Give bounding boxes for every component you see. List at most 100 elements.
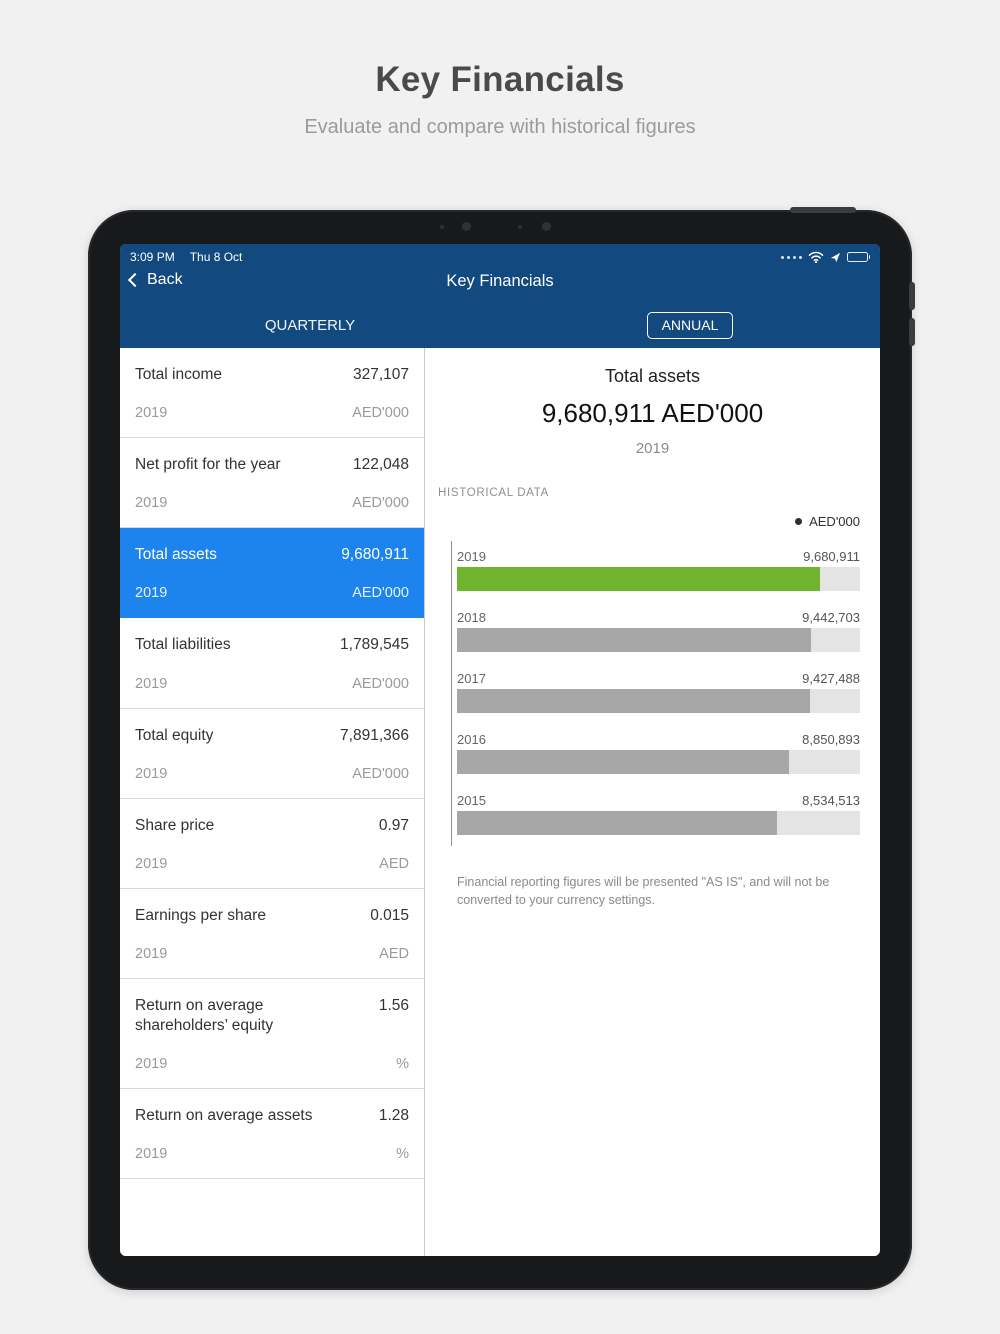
detail-year: 2019	[635, 440, 670, 457]
legend-dot-icon	[795, 518, 803, 525]
volume-down-button	[909, 318, 915, 346]
bar-track	[457, 811, 860, 835]
bar-track	[457, 750, 860, 774]
metric-year: 2019	[135, 1056, 168, 1073]
metric-unit: AED'000	[352, 585, 409, 602]
app-screen: 3:09 PM Thu 8 Oct	[120, 244, 880, 1256]
metric-value: 327,107	[352, 366, 409, 383]
page-subtitle: Evaluate and compare with historical fig…	[304, 116, 696, 138]
metric-row-total-assets[interactable]: Total assets 9,680,911 2019 AED'000	[120, 528, 424, 619]
camera-icon-2	[542, 222, 551, 231]
chart-row: 2019 9,680,911	[452, 541, 860, 602]
metric-value: 1,789,545	[340, 636, 409, 654]
period-tabs: QUARTERLY ANNUAL	[120, 303, 880, 348]
status-bar: 3:09 PM Thu 8 Oct	[120, 244, 880, 265]
metric-row-total-liabilities[interactable]: Total liabilities 1,789,545 2019 AED'000	[120, 618, 424, 709]
metric-unit: AED'000	[352, 405, 409, 422]
app-header: 3:09 PM Thu 8 Oct	[120, 244, 880, 348]
metric-year: 2019	[135, 405, 168, 422]
chart-value-label: 9,680,911	[803, 549, 860, 564]
location-arrow-icon	[830, 252, 840, 262]
metric-row-share-price[interactable]: Share price 0.97 2019 AED	[120, 798, 424, 889]
tab-quarterly[interactable]: QUARTERLY	[264, 317, 356, 334]
navigation-bar: Back Key Financials	[120, 265, 880, 303]
camera-dot-icon	[440, 225, 444, 229]
chart-value-label: 8,534,513	[802, 793, 860, 808]
metric-list: Total income 327,107 2019 AED'000 Net pr…	[120, 348, 425, 1256]
sensor-dot-icon	[518, 225, 522, 229]
metric-value: 122,048	[352, 456, 409, 474]
bar-track	[457, 567, 860, 591]
detail-title: Total assets	[604, 366, 701, 386]
metric-name: Return on average assets	[135, 1107, 313, 1125]
chart-row: 2018 9,442,703	[452, 602, 860, 663]
bar-2017	[457, 689, 811, 713]
chart-value-label: 9,442,703	[802, 610, 860, 625]
metric-unit: AED	[379, 945, 409, 962]
camera-icon	[462, 222, 471, 231]
metric-name: Return on average shareholders’ equity	[135, 996, 274, 1035]
metric-name: Total assets	[135, 546, 217, 564]
metric-value: 1.28	[378, 1107, 409, 1125]
detail-panel: Total assets 9,680,911 AED'000 2019 HIST…	[425, 348, 880, 1256]
chart-year-label: 2015	[457, 793, 486, 808]
chart-year-label: 2017	[457, 671, 486, 686]
historical-bar-chart: 2019 9,680,911 2018 9,442,703	[451, 541, 860, 846]
metric-name: Total liabilities	[135, 636, 231, 654]
metric-row-earnings-per-share[interactable]: Earnings per share 0.015 2019 AED	[120, 888, 424, 979]
hero-section: Key Financials Evaluate and compare with…	[0, 0, 1000, 139]
chart-row: 2017 9,427,488	[452, 663, 860, 724]
status-time: 3:09 PM	[130, 250, 175, 264]
detail-big-value: 9,680,911 AED'000	[541, 398, 764, 428]
chart-row: 2016 8,850,893	[452, 724, 860, 785]
metric-row-total-equity[interactable]: Total equity 7,891,366 2019 AED'000	[120, 708, 424, 799]
metric-name: Share price	[135, 816, 215, 834]
nav-title: Key Financials	[446, 272, 554, 290]
back-button[interactable]: Back	[127, 271, 183, 289]
metric-unit: AED'000	[352, 495, 409, 512]
metric-name: Total equity	[135, 726, 214, 744]
currency-footnote: Financial reporting figures will be pres…	[457, 875, 830, 907]
metric-value: 7,891,366	[340, 726, 409, 744]
tab-annual[interactable]: ANNUAL	[646, 312, 734, 339]
metric-value: 9,680,911	[341, 546, 409, 564]
cellular-signal-icon	[780, 255, 802, 259]
metric-row-return-on-assets[interactable]: Return on average assets 1.28 2019 %	[120, 1089, 424, 1180]
metric-row-total-income[interactable]: Total income 327,107 2019 AED'000	[120, 348, 424, 439]
metric-year: 2019	[135, 585, 168, 602]
bar-2019	[457, 567, 820, 591]
metric-value: 1.56	[378, 996, 409, 1014]
metric-value: 0.97	[378, 816, 409, 834]
power-button	[790, 207, 856, 213]
metric-value: 0.015	[370, 906, 409, 924]
metric-year: 2019	[135, 675, 168, 692]
status-date: Thu 8 Oct	[189, 250, 243, 264]
battery-icon	[846, 252, 870, 262]
legend-label: AED'000	[809, 514, 860, 529]
wifi-icon	[808, 251, 823, 263]
metric-unit: AED'000	[352, 765, 409, 782]
chart-row: 2015 8,534,513	[452, 785, 860, 846]
metric-year: 2019	[135, 945, 168, 962]
metric-name: Earnings per share	[135, 906, 266, 924]
metric-name: Net profit for the year	[135, 456, 281, 474]
status-icons	[780, 251, 870, 263]
ipad-frame: 3:09 PM Thu 8 Oct	[88, 207, 915, 1290]
status-time-date: 3:09 PM Thu 8 Oct	[130, 250, 251, 264]
metric-row-net-profit[interactable]: Net profit for the year 122,048 2019 AED…	[120, 438, 424, 529]
chart-year-label: 2018	[457, 610, 486, 625]
chart-year-label: 2016	[457, 732, 486, 747]
metric-year: 2019	[135, 765, 168, 782]
metric-year: 2019	[135, 495, 168, 512]
bar-track	[457, 628, 860, 652]
metric-row-return-on-equity[interactable]: Return on average shareholders’ equity 1…	[120, 978, 424, 1090]
metric-unit: %	[396, 1146, 409, 1163]
metric-year: 2019	[135, 855, 168, 872]
metric-year: 2019	[135, 1146, 168, 1163]
chart-value-label: 8,850,893	[802, 732, 860, 747]
metric-name: Total income	[135, 366, 223, 383]
bar-track	[457, 689, 860, 713]
metric-unit: AED'000	[352, 675, 409, 692]
chart-legend: AED'000	[445, 514, 860, 529]
volume-up-button	[909, 282, 915, 310]
